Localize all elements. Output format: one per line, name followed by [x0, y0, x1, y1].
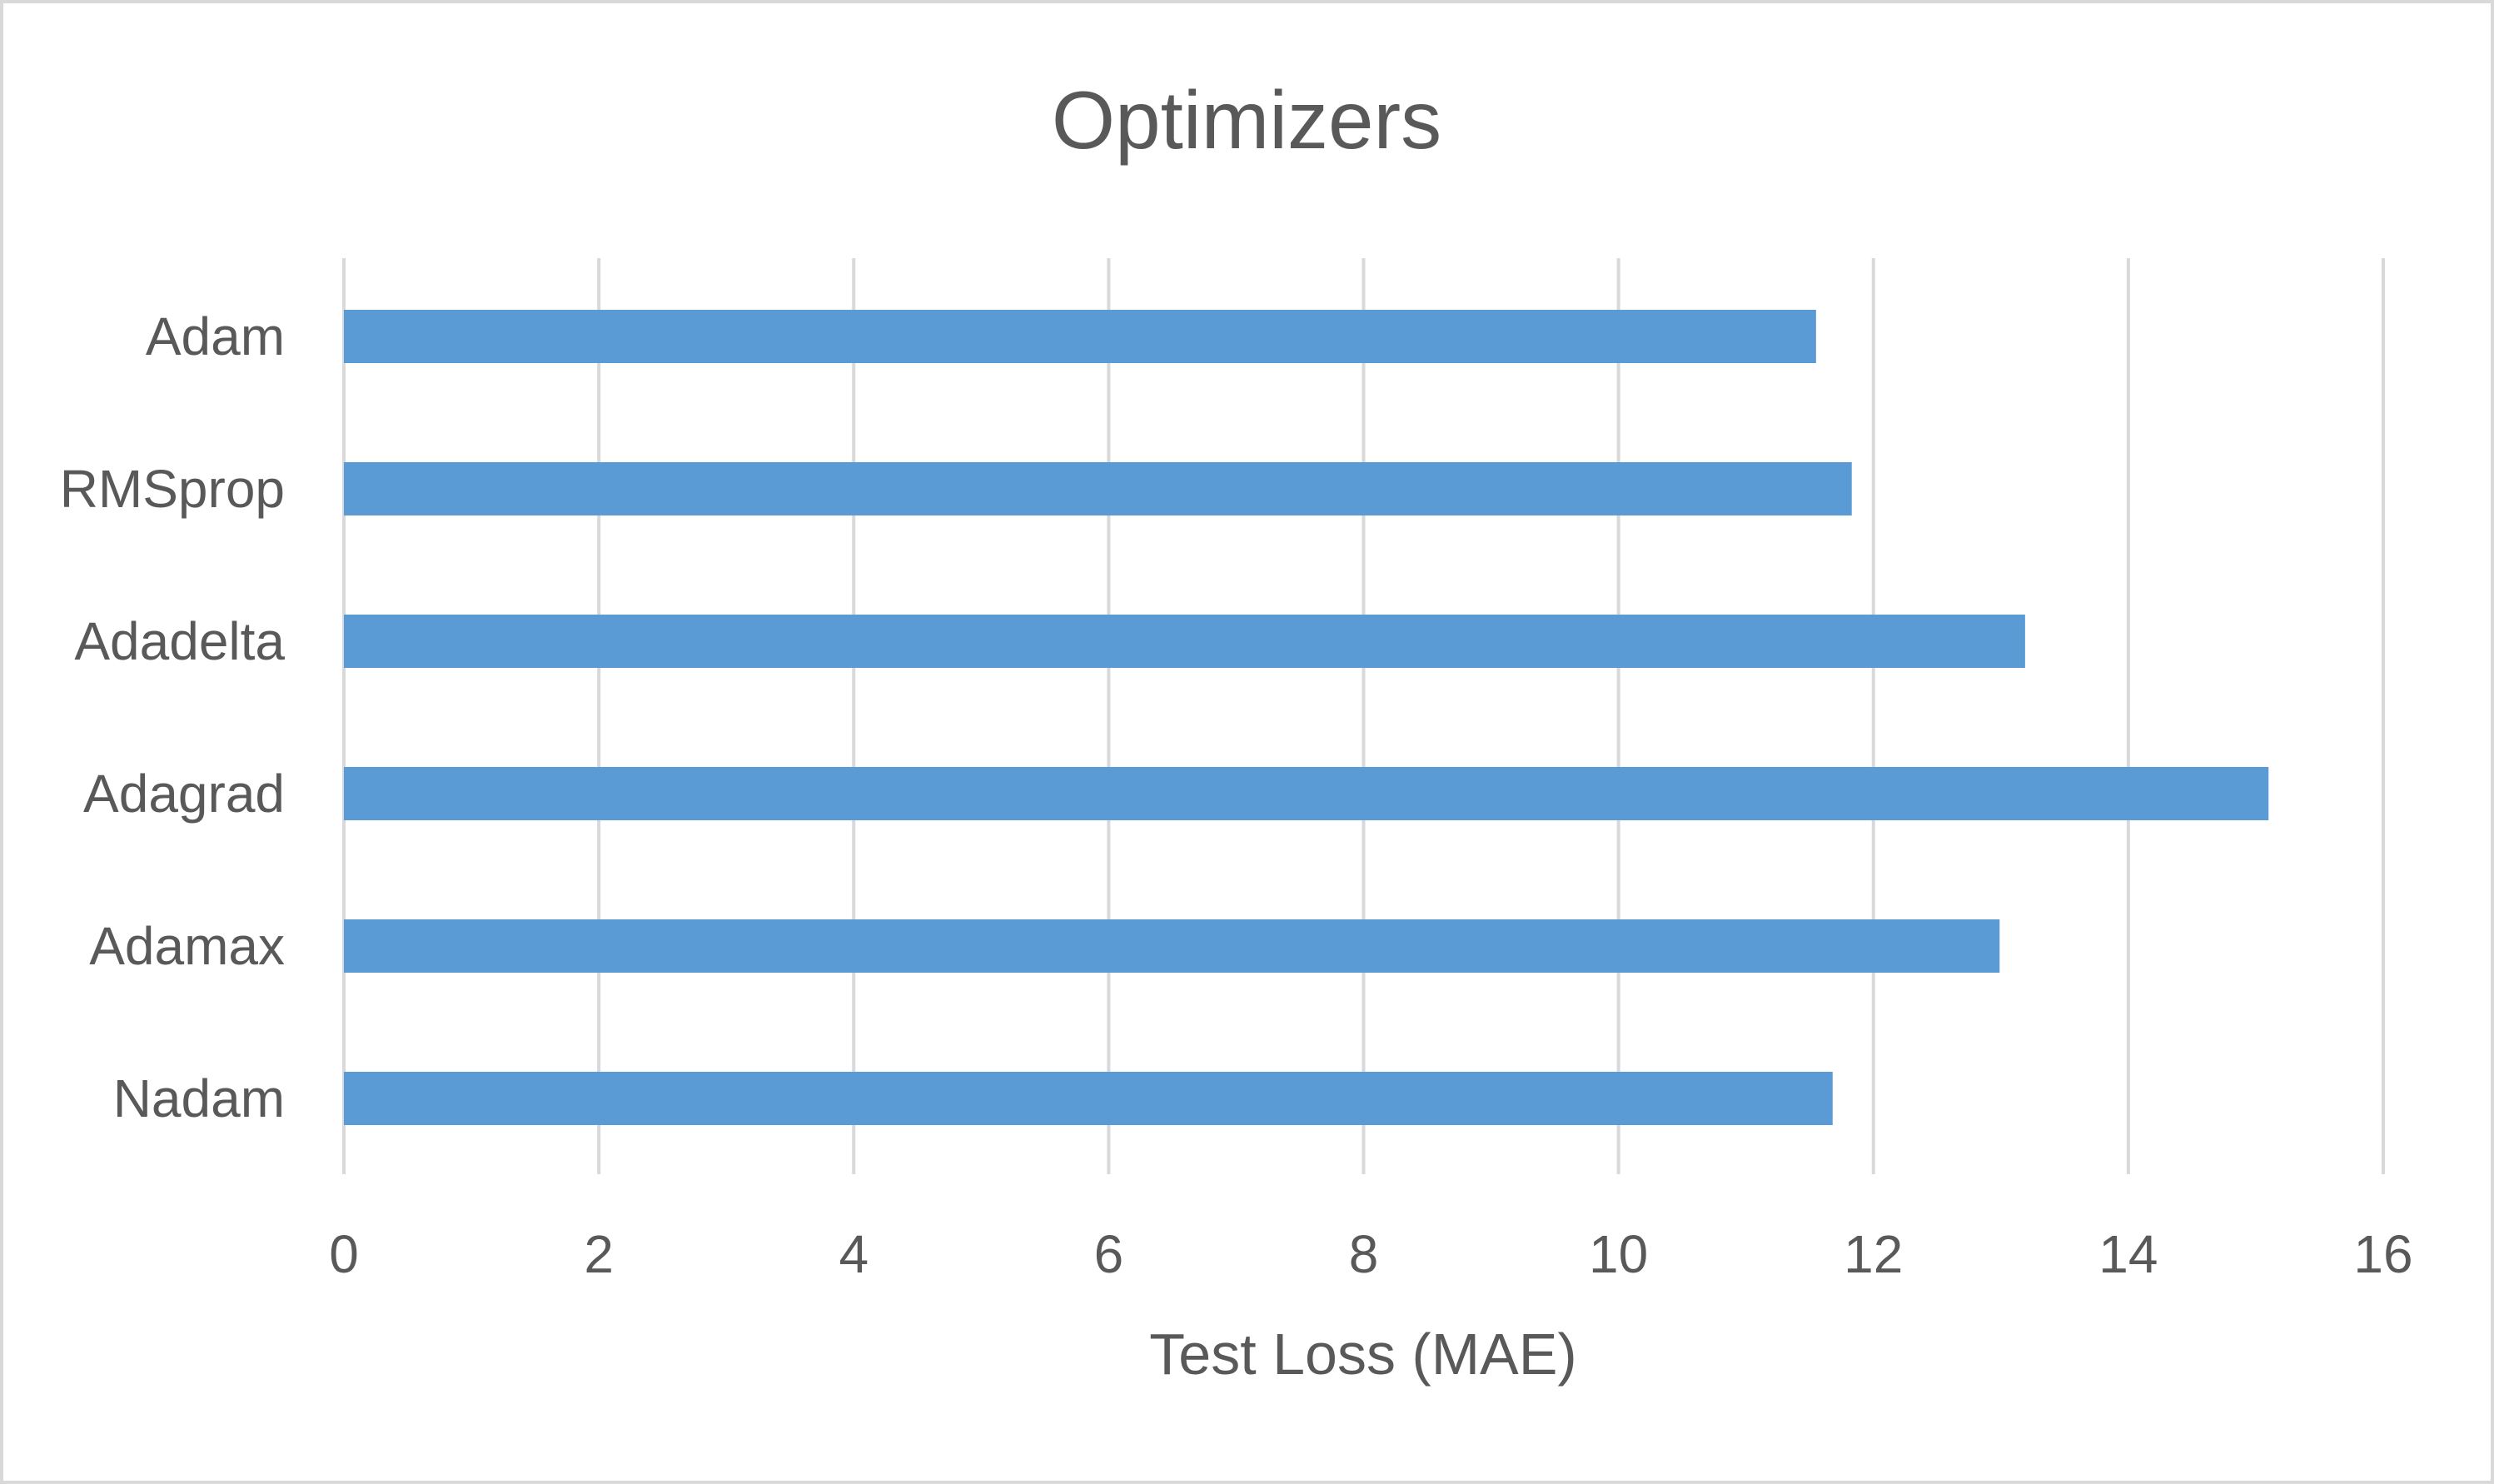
bar-adadelta — [344, 615, 2025, 668]
bar-adamax — [344, 919, 2000, 973]
x-tick-label: 0 — [329, 1224, 359, 1284]
x-tick-label: 12 — [1844, 1224, 1903, 1284]
category-label: Adagrad — [83, 764, 285, 824]
x-axis-label: Test Loss (MAE) — [1149, 1322, 1576, 1387]
x-tick-label: 16 — [2353, 1224, 2412, 1284]
x-tick-label: 4 — [839, 1224, 869, 1284]
category-label: Adam — [146, 306, 285, 366]
x-tick-label: 10 — [1589, 1224, 1648, 1284]
x-tick-label: 14 — [2098, 1224, 2158, 1284]
category-label: Nadam — [113, 1068, 285, 1128]
bars — [344, 310, 2269, 1125]
gridlines — [342, 258, 2385, 1174]
bar-adam — [344, 310, 1816, 363]
bar-nadam — [344, 1072, 1833, 1125]
category-label: Adadelta — [74, 611, 285, 671]
x-tick-label: 2 — [584, 1224, 614, 1284]
x-tick-label: 8 — [1349, 1224, 1379, 1284]
chart-title: Optimizers — [1052, 74, 1441, 166]
x-tick-label: 6 — [1094, 1224, 1124, 1284]
bar-rmsprop — [344, 462, 1852, 515]
bar-adagrad — [344, 767, 2269, 820]
x-tick-labels: 0 2 4 6 8 10 12 14 16 — [329, 1224, 2412, 1284]
category-labels: Adam RMSprop Adadelta Adagrad Adamax Nadam — [60, 306, 286, 1128]
category-label: Adamax — [89, 916, 285, 976]
category-label: RMSprop — [60, 459, 285, 519]
